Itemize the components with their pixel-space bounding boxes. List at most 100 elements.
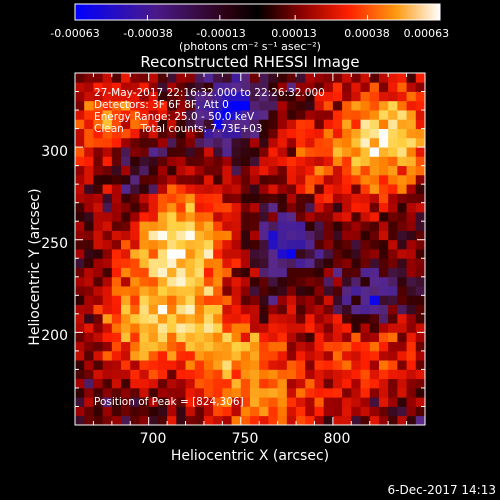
heatmap-cell	[240, 304, 251, 315]
heatmap-cell	[323, 211, 334, 222]
heatmap-cell	[314, 286, 325, 296]
heatmap-cell	[388, 369, 398, 380]
heatmap-cell	[388, 174, 398, 185]
heatmap-cell	[369, 239, 380, 250]
heatmap-cell	[93, 193, 104, 204]
heatmap-cell	[139, 387, 150, 398]
heatmap-cell	[84, 350, 94, 361]
heatmap-cell	[259, 184, 269, 194]
heatmap-cell	[323, 174, 334, 185]
heatmap-cell	[259, 332, 269, 343]
heatmap-cell	[185, 119, 196, 129]
heatmap-cell	[250, 369, 260, 380]
heatmap-cell	[277, 286, 288, 296]
heatmap-cell	[415, 165, 426, 176]
heatmap-cell	[176, 165, 186, 176]
heatmap-cell	[351, 110, 361, 120]
info-energy-range: Energy Range: 25.0 - 50.0 keV	[94, 111, 255, 123]
heatmap-cell	[111, 211, 122, 222]
heatmap-cell	[203, 341, 214, 352]
heatmap-cell	[102, 82, 113, 92]
heatmap-cell	[231, 91, 242, 102]
heatmap-cell	[203, 147, 214, 157]
heatmap-cell	[360, 276, 371, 287]
heatmap-cell	[323, 369, 334, 380]
heatmap-cell	[369, 100, 380, 111]
heatmap-cell	[167, 304, 177, 315]
heatmap-cell	[231, 156, 242, 167]
heatmap-cell	[194, 174, 205, 185]
heatmap-cell	[296, 258, 306, 268]
heatmap-cell	[323, 73, 334, 83]
heatmap-cell	[342, 415, 352, 426]
heatmap-cell	[296, 397, 306, 407]
heatmap-cell	[167, 91, 177, 102]
heatmap-cell	[213, 369, 223, 380]
heatmap-cell	[75, 286, 85, 296]
heatmap-cell	[314, 378, 325, 389]
heatmap-cell	[259, 258, 269, 268]
heatmap-cell	[415, 110, 426, 120]
heatmap-cell	[250, 100, 260, 111]
heatmap-cell	[231, 323, 242, 333]
heatmap-cell	[93, 387, 104, 398]
heatmap-cell	[139, 415, 150, 426]
heatmap-cell	[351, 230, 361, 241]
heatmap-cell	[157, 82, 168, 92]
heatmap-cell	[268, 286, 279, 296]
heatmap-cell	[406, 415, 417, 426]
heatmap-cell	[314, 193, 325, 204]
heatmap-cell	[351, 406, 361, 417]
heatmap-cell	[342, 397, 352, 407]
heatmap-cell	[415, 341, 426, 352]
heatmap-cell	[157, 137, 168, 148]
heatmap-cell	[167, 406, 177, 417]
heatmap-cell	[296, 295, 306, 305]
heatmap-cell	[415, 193, 426, 204]
heatmap-cell	[194, 350, 205, 361]
heatmap-cell	[415, 73, 426, 83]
heatmap-cell	[277, 304, 288, 315]
heatmap-cell	[314, 406, 325, 417]
heatmap-cell	[167, 369, 177, 380]
heatmap-cell	[332, 341, 343, 352]
heatmap-cell	[305, 323, 315, 333]
heatmap-cell	[185, 258, 196, 268]
heatmap-cell	[360, 350, 371, 361]
heatmap-cell	[406, 100, 417, 111]
heatmap-cell	[203, 73, 214, 83]
heatmap-cell	[351, 332, 361, 343]
heatmap-cell	[250, 249, 260, 259]
heatmap-cell	[415, 295, 426, 305]
heatmap-cell	[121, 239, 131, 250]
heatmap-cell	[194, 378, 205, 389]
heatmap-cell	[397, 350, 407, 361]
heatmap-cell	[167, 323, 177, 333]
heatmap-cell	[185, 323, 196, 333]
heatmap-cell	[84, 341, 94, 352]
heatmap-cell	[185, 91, 196, 102]
heatmap-cell	[342, 267, 352, 278]
heatmap-cell	[388, 147, 398, 157]
heatmap-cell	[102, 341, 113, 352]
heatmap-cell	[139, 100, 150, 111]
heatmap-cell	[203, 193, 214, 204]
heatmap-cell	[130, 406, 140, 417]
heatmap-cell	[250, 184, 260, 194]
heatmap-cell	[148, 221, 159, 231]
heatmap-cell	[296, 165, 306, 176]
heatmap-cell	[277, 295, 288, 305]
heatmap-cell	[305, 239, 315, 250]
heatmap-cell	[75, 350, 85, 361]
heatmap-cell	[84, 128, 94, 139]
heatmap-cell	[75, 267, 85, 278]
heatmap-cell	[286, 406, 297, 417]
heatmap-cell	[75, 193, 85, 204]
heatmap-cell	[111, 397, 122, 407]
heatmap-cell	[388, 221, 398, 231]
heatmap-cell	[296, 378, 306, 389]
heatmap-cell	[167, 332, 177, 343]
heatmap-cell	[314, 350, 325, 361]
heatmap-cell	[148, 165, 159, 176]
heatmap-cell	[194, 415, 205, 426]
